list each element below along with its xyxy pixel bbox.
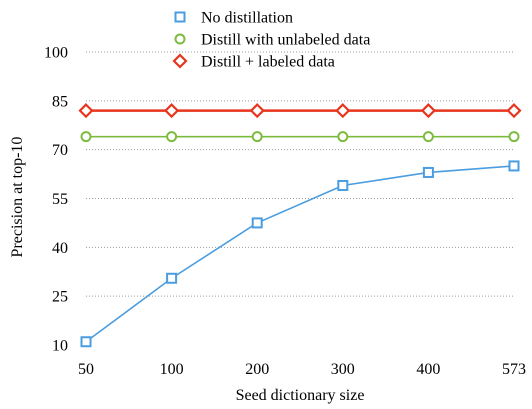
- x-tick-label: 400: [416, 361, 440, 378]
- grid-layer: [86, 52, 514, 296]
- series-3: [80, 105, 520, 117]
- legend-item: No distillation: [176, 10, 294, 27]
- y-tick-label: 70: [52, 142, 68, 159]
- data-point: [422, 105, 434, 117]
- data-point: [166, 105, 178, 117]
- series-1: [82, 161, 519, 346]
- x-tick-label: 50: [78, 361, 94, 378]
- data-point: [424, 168, 433, 177]
- y-tick-label: 10: [52, 338, 68, 355]
- legend-label: Distill with unlabeled data: [201, 32, 370, 49]
- legend-label: No distillation: [201, 10, 293, 27]
- y-tick-labels: 10 25 40 55 70 85 100: [44, 45, 68, 355]
- y-tick-label: 55: [52, 191, 68, 208]
- x-tick-label: 200: [245, 361, 269, 378]
- x-tick-label: 573: [502, 361, 526, 378]
- y-tick-label: 40: [52, 240, 68, 257]
- legend-label: Distill + labeled data: [201, 54, 335, 71]
- legend-item: Distill with unlabeled data: [176, 32, 371, 49]
- data-point: [167, 274, 176, 283]
- x-axis-title: Seed dictionary size: [236, 387, 365, 404]
- data-point: [251, 105, 263, 117]
- data-point: [510, 161, 519, 170]
- series-2: [82, 132, 519, 141]
- data-point: [337, 105, 349, 117]
- y-tick-label: 25: [52, 289, 68, 306]
- x-tick-labels: 50 100 200 300 400 573: [78, 361, 526, 378]
- series-layer: [80, 105, 520, 347]
- data-point: [80, 105, 92, 117]
- legend-item: Distill + labeled data: [174, 54, 335, 71]
- data-point: [510, 132, 519, 141]
- data-point: [253, 218, 262, 227]
- y-axis-title: Precision at top-10: [9, 137, 26, 258]
- x-tick-label: 300: [331, 361, 355, 378]
- data-point: [167, 132, 176, 141]
- legend-marker: [176, 13, 185, 22]
- legend-marker: [174, 55, 186, 67]
- data-point: [508, 105, 520, 117]
- data-point: [82, 132, 91, 141]
- legend-marker: [176, 35, 185, 44]
- y-tick-label: 85: [52, 93, 68, 110]
- data-point: [253, 132, 262, 141]
- data-point: [338, 132, 347, 141]
- y-tick-label: 100: [44, 45, 68, 62]
- data-point: [424, 132, 433, 141]
- x-tick-label: 100: [160, 361, 184, 378]
- data-point: [338, 181, 347, 190]
- legend: No distillation Distill with unlabeled da…: [174, 10, 370, 71]
- data-point: [82, 337, 91, 346]
- series-line: [86, 166, 514, 342]
